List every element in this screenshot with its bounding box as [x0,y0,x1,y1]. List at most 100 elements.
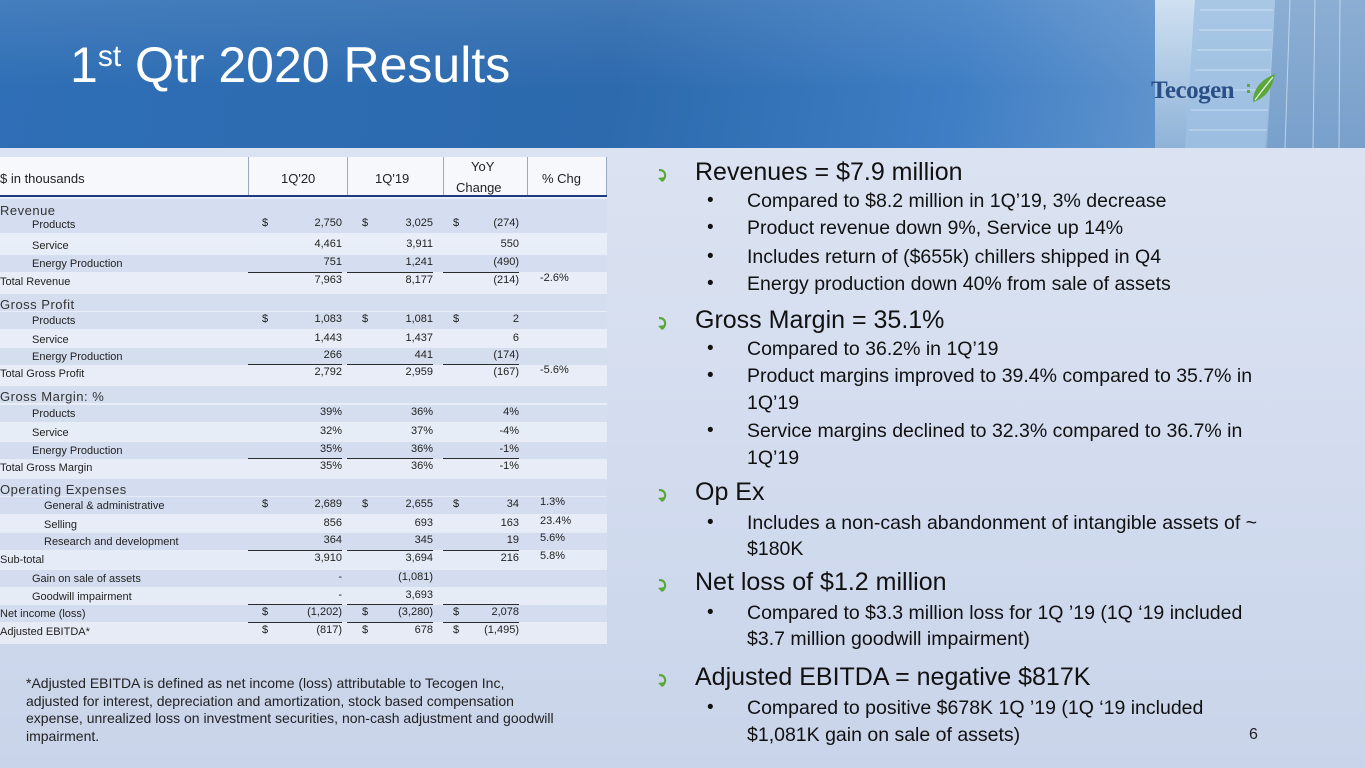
table-row [0,312,607,329]
row-label: Net income (loss) [0,608,86,620]
total-rule [347,550,433,551]
slide-header: 1st Qtr 2020 Results Tecogen [0,0,1365,148]
value-1q19: 36% [410,406,433,418]
total-rule [443,364,519,365]
row-label: Adjusted EBITDA* [0,626,90,638]
row-label: Research and development [44,536,179,548]
value-1q20: 1,443 [314,332,342,344]
value-change: (1,495) [484,624,519,636]
bullet-item: Compared to $3.3 million loss for 1Q ’19… [747,602,1243,624]
bullet-dot: • [707,190,714,211]
total-rule [443,272,519,273]
value-1q19: (1,081) [398,571,433,583]
value-1q20: 266 [323,349,342,361]
value-change: (214) [493,274,519,286]
table-row [0,533,607,550]
currency-sign: $ [362,606,369,618]
total-rule [248,458,342,459]
value-1q19: 3,693 [405,589,433,601]
value-1q19: 2,655 [405,498,433,510]
value-pct: -2.6% [540,272,569,284]
row-label: Service [32,334,69,346]
currency-sign: $ [262,624,269,636]
bullet-item: Product revenue down 9%, Service up 14% [747,217,1124,239]
value-1q19: 1,437 [405,332,433,344]
ebitda-footnote: *Adjusted EBITDA is defined as net incom… [26,675,554,744]
green-arrow-icon [658,673,667,687]
total-rule [248,364,342,365]
value-1q19: 3,911 [406,238,433,250]
total-rule [443,550,519,551]
leaf-icon [1247,74,1275,102]
value-pct: 5.6% [540,532,566,544]
bullet-item: Compared to $8.2 million in 1Q’19, 3% de… [747,190,1167,212]
total-rule [248,550,342,551]
value-1q19: 678 [414,624,433,636]
row-label: Products [32,315,76,327]
value-change: 216 [500,552,519,564]
table-row [0,405,607,422]
value-1q19: 36% [410,443,433,455]
total-rule [443,604,519,605]
col-header-change: Change [456,180,502,195]
currency-sign: $ [262,498,269,510]
value-change: -4% [499,425,519,437]
value-1q20: 4,461 [314,238,342,250]
total-rule [347,364,433,365]
row-label: Service [32,427,69,439]
total-rule [347,604,433,605]
row-label: Products [32,219,76,231]
row-label: Products [32,408,76,420]
currency-sign: $ [453,498,460,510]
row-label: Total Gross Profit [0,368,85,380]
currency-sign: $ [453,313,460,325]
bullet-dot: • [707,602,714,623]
value-pct: 5.8% [540,550,566,562]
financial-table: $ in thousands 1Q'20 1Q'19 YoY Change % … [0,157,607,644]
table-row [0,442,607,459]
value-1q19: 36% [410,460,433,472]
total-rule [248,622,342,623]
value-1q20: 7,963 [314,274,342,286]
buildings-image [1155,0,1365,148]
tecogen-logo: Tecogen [1151,72,1275,112]
bullet-dot: • [707,273,714,294]
page-title: 1st Qtr 2020 Results [70,37,511,93]
value-change: 550 [500,238,519,250]
total-rule [248,272,342,273]
green-arrow-icon [658,168,667,182]
bullet-heading-net-loss: Net loss of $1.2 million [695,568,947,596]
value-1q19: 3,694 [405,552,433,564]
value-1q19: 693 [414,517,433,529]
total-rule [443,458,519,459]
currency-sign: $ [362,498,369,510]
section-band [0,294,607,311]
section-gross-profit: Gross Profit [0,297,75,312]
col-header-yoy: YoY [471,159,495,174]
currency-sign: $ [262,217,269,229]
currency-sign: $ [453,606,460,618]
row-label: Total Gross Margin [0,462,93,474]
value-1q20: (1,202) [307,606,342,618]
bullet-item: Product margins improved to 39.4% compar… [747,365,1253,387]
table-row [0,605,607,622]
value-change: 4% [503,406,519,418]
value-change: (167) [493,366,519,378]
row-label: General & administrative [44,500,165,512]
value-1q19: 441 [414,349,433,361]
col-header-1q20: 1Q'20 [281,171,316,186]
value-change: (274) [493,217,519,229]
value-1q20: - [338,571,342,583]
total-rule [347,622,433,623]
table-header [0,157,607,197]
section-band [0,479,607,496]
value-change: 6 [512,332,519,344]
value-change: 19 [506,534,519,546]
value-change: 34 [506,498,519,510]
total-rule [248,604,342,605]
green-arrow-icon [658,316,667,330]
bullet-dot: • [707,697,714,718]
row-label: Selling [44,519,78,531]
section-opex: Operating Expenses [0,482,127,497]
value-1q20: 1,083 [314,313,342,325]
